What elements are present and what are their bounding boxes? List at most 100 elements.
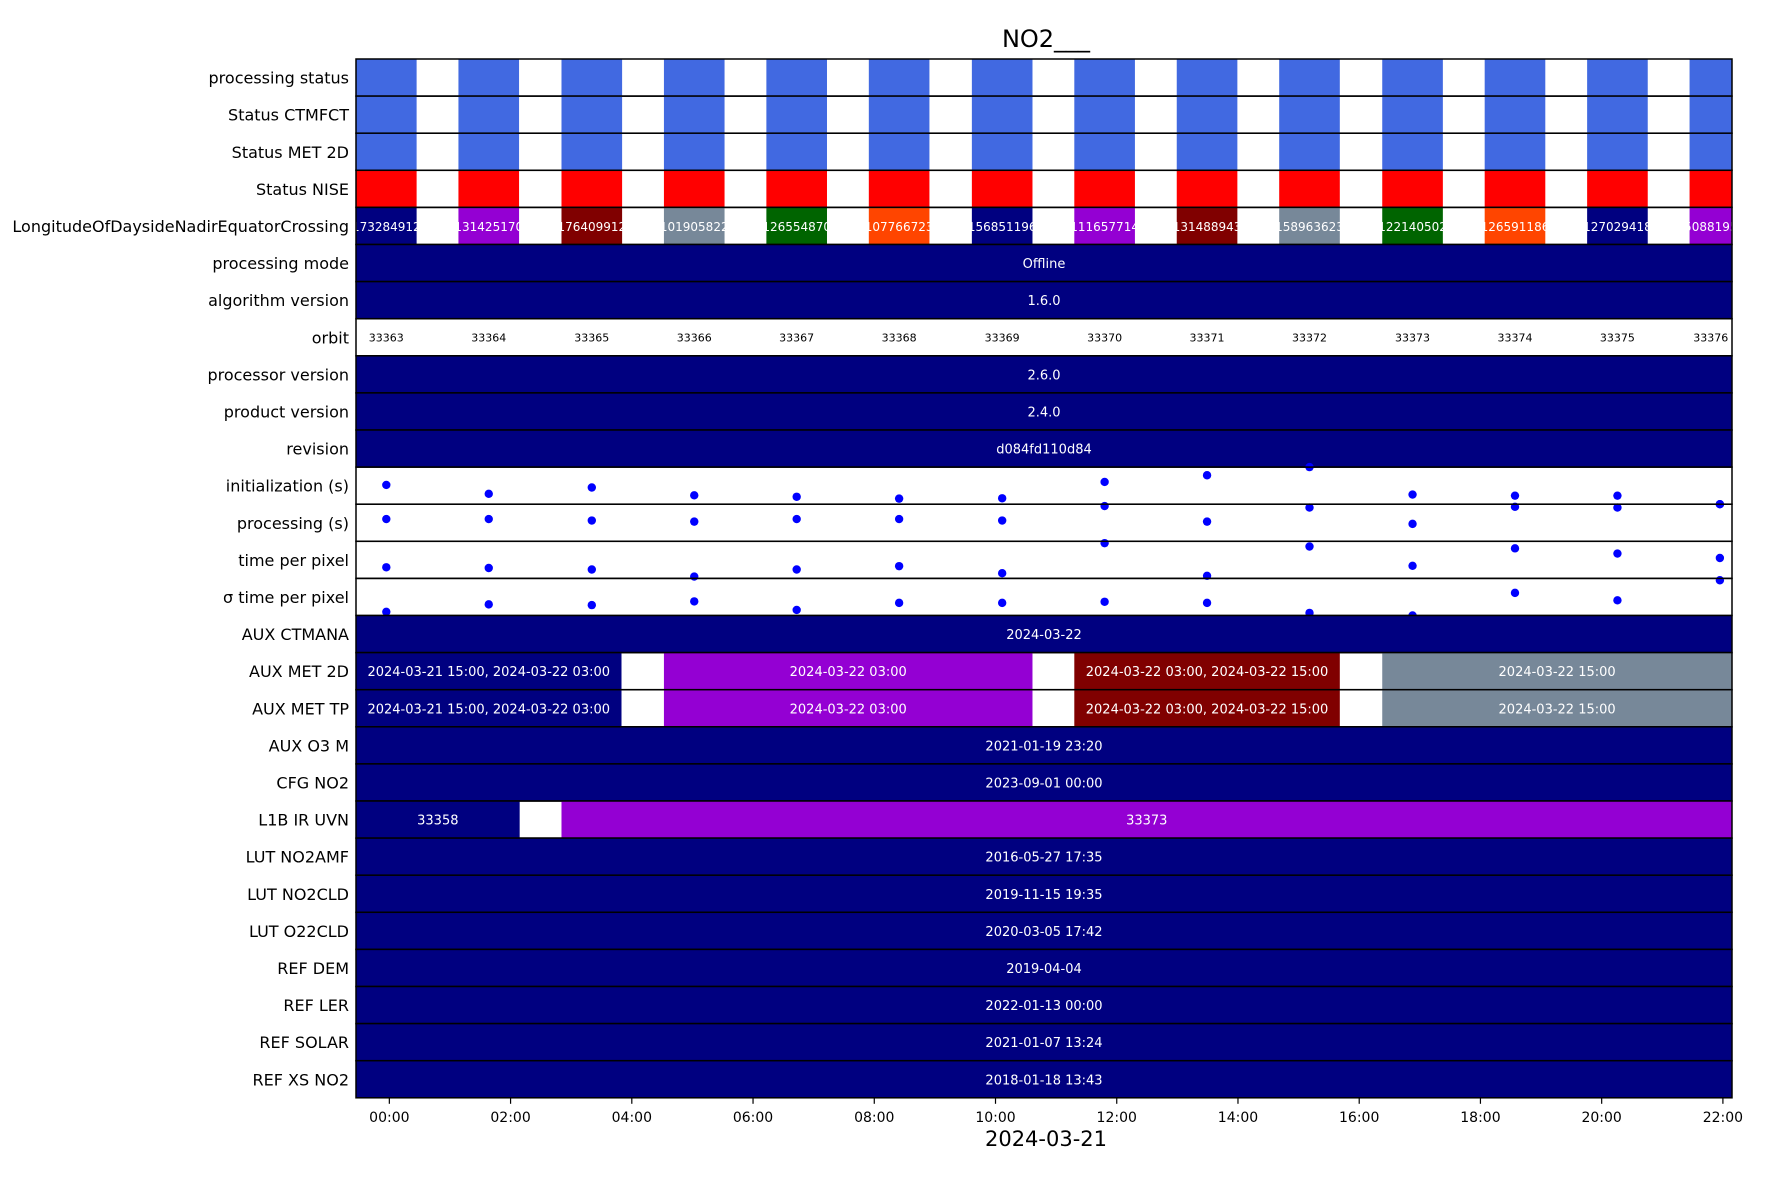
- orbit-bar: [1074, 170, 1135, 208]
- segment-value-label: 2024-03-22 15:00: [1499, 702, 1616, 717]
- orbit-bar: [1382, 59, 1443, 97]
- x-tick-label: 02:00: [490, 1110, 530, 1126]
- orbit-number-label: 33366: [677, 331, 712, 344]
- row-time-per-pixel: time per pixel: [238, 538, 1733, 581]
- data-point: [1408, 519, 1417, 529]
- segment-bar: [356, 689, 622, 727]
- data-point: [1100, 501, 1109, 511]
- data-point: [484, 563, 493, 573]
- span-bar: [356, 949, 1732, 987]
- orbit-bar: [1074, 207, 1135, 245]
- data-point: [587, 516, 596, 525]
- span-value-label: 1.6.0: [1027, 294, 1060, 309]
- data-point: [587, 483, 596, 492]
- orbit-bar: [868, 133, 930, 171]
- span-bar: [356, 392, 1732, 430]
- row-label: Status MET 2D: [232, 143, 349, 162]
- orbit-bar: [458, 96, 520, 134]
- row-ref-xs-no2: REF XS NO2 2018-01-18 13:43: [253, 1059, 1733, 1099]
- span-bar: [356, 1023, 1732, 1061]
- orbit-value-label: 126554870: [762, 220, 831, 234]
- x-tick-label: 08:00: [854, 1110, 894, 1126]
- orbit-bar: [663, 59, 725, 97]
- orbit-number-label: 33373: [1395, 331, 1430, 344]
- x-tick-label: 22:00: [1703, 1110, 1743, 1126]
- orbit-bar: [1279, 133, 1340, 171]
- data-point: [1613, 491, 1622, 500]
- span-value-label: 2024-03-22: [1006, 628, 1082, 643]
- x-tick-label: 00:00: [369, 1110, 409, 1126]
- orbit-value-label: 131425170: [454, 220, 523, 234]
- orbit-number-label: 33370: [1087, 331, 1122, 344]
- row-lut-no2amf: LUT NO2AMF 2016-05-27 17:35: [246, 837, 1733, 876]
- orbit-bar: [766, 59, 827, 97]
- row-aux-met-tp: AUX MET TP 2024-03-21 15:00, 2024-03-22 0…: [252, 688, 1733, 728]
- span-bar: [356, 838, 1732, 876]
- row-label: Status NISE: [256, 180, 349, 199]
- data-point: [690, 491, 699, 500]
- x-tick-label: 04:00: [612, 1110, 652, 1126]
- x-tick-label: 14:00: [1218, 1110, 1258, 1126]
- orbit-number-label: 33365: [574, 331, 609, 344]
- span-value-label: 2019-11-15 19:35: [985, 888, 1102, 903]
- span-bar: [356, 244, 1732, 282]
- row-processor-version: processor version 2.6.0: [207, 355, 1733, 394]
- span-bar: [356, 726, 1732, 764]
- row-ref-ler: REF LER 2022-01-13 00:00: [283, 985, 1733, 1025]
- orbit-value-label: 158963623: [1275, 220, 1344, 234]
- orbit-bar: [1587, 207, 1648, 245]
- orbit-value-label: 176409912: [557, 220, 626, 234]
- x-tick-label: 10:00: [975, 1110, 1015, 1126]
- orbit-bar: [458, 170, 520, 208]
- data-point: [587, 600, 596, 610]
- orbit-bar: [1074, 59, 1135, 97]
- orbit-bar: [868, 207, 930, 245]
- data-point: [484, 489, 493, 499]
- orbit-bar: [1074, 96, 1135, 134]
- data-point: [1510, 588, 1520, 598]
- row-label: processor version: [207, 365, 349, 384]
- orbit-bar: [663, 133, 725, 171]
- orbit-bar: [1176, 96, 1238, 134]
- row-l1b-ir-uvn: L1B IR UVN 33358 33373: [258, 800, 1733, 839]
- segment-value-label: 2024-03-22 03:00: [790, 702, 907, 717]
- chart-title: NO2___: [1002, 25, 1091, 53]
- orbit-bar: [1587, 170, 1648, 208]
- data-point: [894, 598, 904, 608]
- orbit-bar: [868, 59, 930, 97]
- row-aux-met-2d: AUX MET 2D 2024-03-21 15:00, 2024-03-22 0…: [249, 651, 1733, 691]
- row-status-met-2d: Status MET 2D: [232, 132, 1733, 172]
- orbit-bar: [1484, 133, 1546, 171]
- segment-value-label: 2024-03-21 15:00, 2024-03-22 03:00: [367, 665, 610, 680]
- x-tick-label: 18:00: [1460, 1110, 1500, 1126]
- orbit-number-label: 33364: [471, 331, 506, 344]
- span-bar: [356, 763, 1732, 801]
- row-frame: [355, 540, 1733, 580]
- orbit-bar: [971, 170, 1033, 208]
- orbit-bar: [1587, 96, 1648, 134]
- x-tick-label: 16:00: [1339, 1110, 1379, 1126]
- x-tick-label: 20:00: [1581, 1110, 1621, 1126]
- data-point: [690, 517, 699, 526]
- orbit-value-label: 156851196: [968, 220, 1037, 234]
- orbit-number-label: 33367: [779, 331, 814, 344]
- orbit-bar: [663, 96, 725, 134]
- row-label: σ time per pixel: [223, 588, 349, 607]
- row-label: initialization (s): [226, 477, 349, 496]
- orbit-bar: [1176, 133, 1238, 171]
- orbit-bar: [1689, 59, 1732, 97]
- orbit-bar: [1689, 170, 1732, 208]
- row-label: REF XS NO2: [253, 1070, 349, 1089]
- row-aux-ctmana: AUX CTMANA 2024-03-22: [242, 614, 1733, 654]
- orbit-bar: [766, 170, 827, 208]
- row-label: REF LER: [283, 996, 349, 1015]
- orbit-bar: [766, 96, 827, 134]
- orbit-number-label: 33376: [1693, 331, 1728, 344]
- data-point: [690, 572, 699, 581]
- orbit-bar: [766, 133, 827, 171]
- data-point: [997, 569, 1007, 578]
- data-point: [997, 516, 1007, 525]
- row-label: algorithm version: [208, 291, 349, 310]
- orbit-value-label: 111657714: [1070, 220, 1139, 234]
- data-point: [997, 494, 1007, 503]
